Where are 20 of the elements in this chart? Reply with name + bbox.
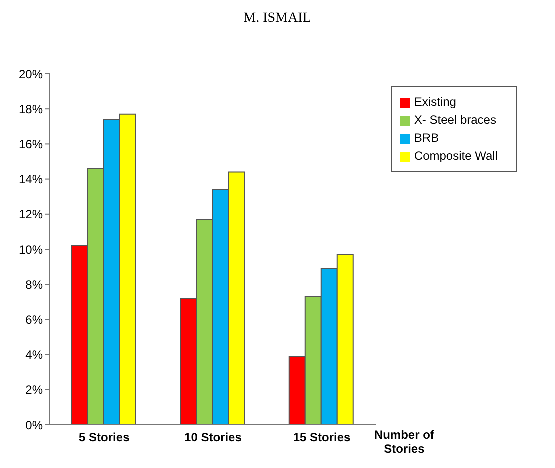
legend-label: BRB bbox=[414, 131, 440, 145]
y-tick-label: 10% bbox=[18, 242, 44, 257]
y-tick-label: 16% bbox=[18, 137, 44, 152]
x-tick-label: 5 Stories bbox=[79, 430, 130, 445]
legend-label: Existing bbox=[414, 95, 456, 109]
x-axis-title: Number of Stories bbox=[374, 428, 436, 456]
y-tick-label: 12% bbox=[18, 208, 44, 222]
chart-title: M. ISMAIL bbox=[242, 10, 312, 28]
y-tick-label: 6% bbox=[26, 312, 44, 327]
y-tick-label: 14% bbox=[18, 172, 44, 187]
legend-label: Composite Wall bbox=[414, 149, 498, 163]
y-tick-label: 4% bbox=[26, 348, 44, 362]
y-tick-label: 20% bbox=[18, 67, 44, 82]
y-tick-label: 0% bbox=[26, 418, 44, 432]
x-tick-label: 10 Stories bbox=[184, 430, 242, 445]
y-tick-label: 2% bbox=[26, 383, 44, 398]
y-tick-label: 18% bbox=[18, 102, 44, 116]
legend-label: X- Steel braces bbox=[414, 113, 496, 127]
y-tick-label: 8% bbox=[26, 278, 44, 292]
x-tick-label: 15 Stories bbox=[293, 430, 352, 445]
